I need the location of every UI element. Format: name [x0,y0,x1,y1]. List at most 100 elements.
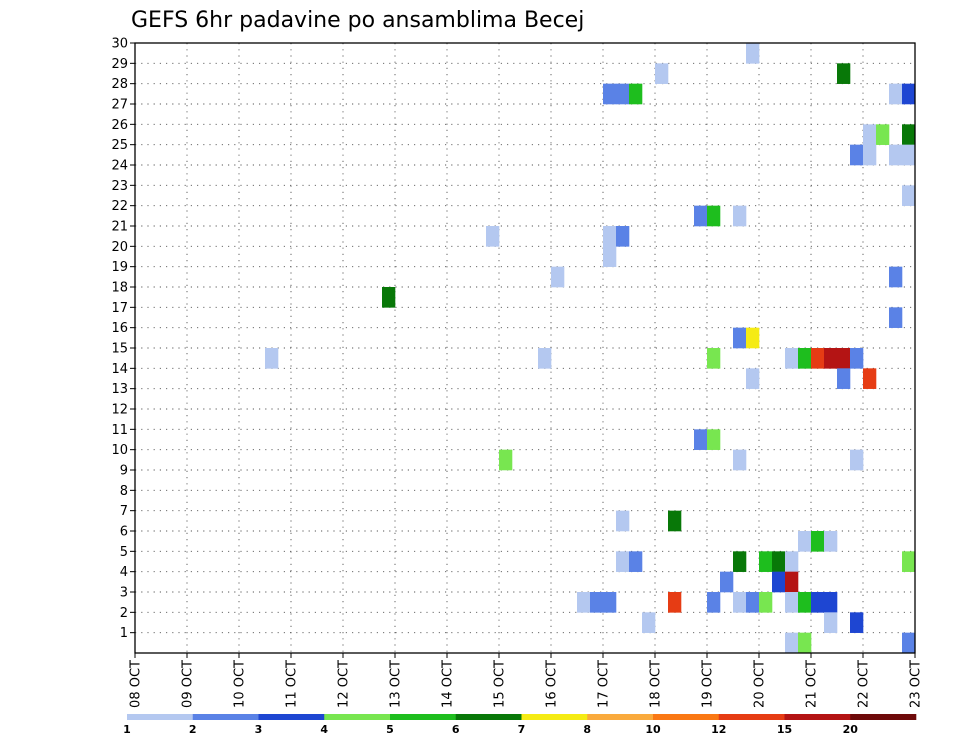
precip-cell [655,63,669,84]
precip-cell [824,592,838,613]
precip-cell [720,571,734,593]
precip-cell [694,429,708,450]
precip-cell [603,592,617,613]
colorbar-label: 15 [777,723,792,736]
y-tick-label: 29 [111,57,128,72]
precip-cell [668,592,682,613]
y-tick-label: 5 [120,545,128,560]
precip-cell [798,592,812,613]
x-tick-label: 21 OCT [805,660,820,708]
colorbar-label: 3 [255,723,263,736]
precip-cell [902,632,916,654]
precip-cell [746,592,760,613]
y-tick-label: 11 [111,423,128,438]
precip-cell [772,571,786,593]
colorbar-swatch [718,714,785,720]
precip-cell [707,348,721,369]
colorbar-swatch [390,714,457,720]
precip-cell [863,124,877,145]
precip-cell [850,348,864,369]
y-tick-label: 9 [120,464,128,479]
colorbar-swatch [587,714,654,720]
x-tick-label: 11 OCT [285,660,300,708]
precip-cell [616,226,630,247]
y-tick-label: 21 [111,220,128,235]
precip-cell [538,348,552,369]
precip-cell [824,531,838,552]
y-tick-label: 25 [111,138,128,153]
precip-cell [811,348,825,369]
precip-cell [902,124,916,145]
colorbar-label: 10 [645,723,661,736]
x-tick-label: 17 OCT [597,660,612,708]
precip-cell [486,226,500,247]
precip-cell [811,531,825,552]
precip-cell [889,307,903,328]
precip-cell [863,144,877,166]
x-tick-label: 14 OCT [441,660,456,708]
precip-cell [746,43,760,64]
colorbar-swatch [455,714,522,720]
y-tick-label: 22 [111,199,128,214]
precip-cell [824,348,838,369]
precip-cell [733,449,747,471]
precip-cell [863,368,877,389]
y-tick-label: 14 [111,362,128,377]
precip-cell [707,429,721,450]
x-tick-label: 12 OCT [337,660,352,708]
x-tick-label: 20 OCT [753,660,768,708]
y-tick-label: 3 [120,586,128,601]
precip-cell [785,632,799,654]
precip-cell [889,266,903,288]
precip-cell [733,327,747,349]
y-tick-label: 15 [111,342,128,357]
precip-cell [603,246,617,267]
precip-cell [499,449,513,471]
precip-cell [798,531,812,552]
precip-cell [824,612,838,633]
y-tick-label: 24 [111,159,128,174]
precip-cell [850,612,864,633]
x-tick-label: 22 OCT [857,660,872,708]
precip-cell [785,571,799,593]
precip-cell [707,205,721,227]
colorbar-swatch [521,714,588,720]
x-tick-label: 19 OCT [701,660,716,708]
precip-cell [902,144,916,166]
precip-cell [382,287,396,308]
precip-cell [811,592,825,613]
colorbar-label: 20 [843,723,859,736]
precip-cell [798,632,812,654]
colorbar-label: 2 [189,723,197,736]
precip-cell [850,144,864,166]
y-tick-label: 4 [120,565,128,580]
precip-cell [785,592,799,613]
precip-cell [616,551,630,572]
colorbar-swatch [192,714,259,720]
precip-cell [668,510,682,532]
y-tick-label: 27 [111,98,128,113]
precip-cell [551,266,565,288]
colorbar-label: 5 [386,723,394,736]
colorbar-label: 4 [320,723,328,736]
x-tick-label: 15 OCT [493,660,508,708]
y-tick-label: 13 [111,382,128,397]
precip-cell [850,449,864,471]
y-tick-label: 1 [120,626,128,641]
precip-cell [265,348,279,369]
y-tick-label: 8 [120,484,128,499]
precip-cell [798,348,812,369]
y-tick-label: 7 [120,504,128,519]
precip-cell [577,592,591,613]
precip-cell [746,368,760,389]
precip-cell [889,144,903,166]
precip-cell [629,551,643,572]
precip-cell [733,592,747,613]
x-tick-label: 18 OCT [649,660,664,708]
x-tick-label: 08 OCT [129,660,144,708]
precip-cell [837,368,851,389]
y-tick-label: 17 [111,301,128,316]
colorbar-swatch [784,714,851,720]
